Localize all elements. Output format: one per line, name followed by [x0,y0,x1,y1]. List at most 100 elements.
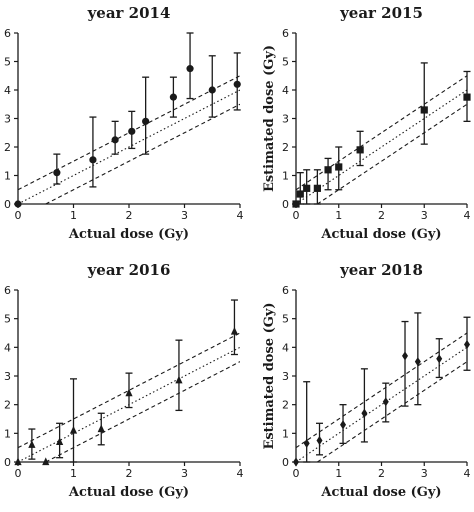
data-point [42,457,50,466]
data-point [142,117,150,125]
data-point [169,93,177,101]
data-point [382,397,389,407]
upper-dashed-line [296,332,467,449]
y-tick-label: 2 [282,141,289,154]
upper-dashed-line [296,75,467,191]
data-point [402,351,409,361]
data-point [175,375,183,384]
x-axis-label: Actual dose (Gy) [320,227,441,242]
chart-panel-4: year 2018 0 1 2 3 4 5 6 0 1 2 3 4 Actual dose (Gy) Est… [262,261,471,500]
chart-title: year 2014 [87,4,171,22]
y-tick-label: 2 [4,141,11,154]
data-point [89,156,97,164]
data-point [316,435,323,446]
y-tick-label: 6 [282,284,289,297]
data-point [97,424,105,433]
lower-dashed-line [45,361,240,462]
y-tick-label: 5 [282,313,289,326]
x-tick-label: 1 [335,209,342,222]
data-point [69,425,78,434]
data-point [14,457,22,466]
data-point [436,354,443,364]
x-axis-label: Actual dose (Gy) [68,227,189,242]
y-tick-label: 4 [282,341,289,354]
x-tick-label: 2 [126,209,133,222]
x-tick-label: 3 [181,467,188,480]
data-point [296,190,304,198]
data-point [335,163,343,171]
y-tick-label: 1 [282,427,289,440]
x-tick-label: 2 [378,467,385,480]
x-tick-label: 1 [70,467,77,480]
y-tick-label: 4 [4,84,11,97]
x-tick-label: 3 [421,209,428,222]
data-point [230,326,239,335]
chart-title: year 2018 [339,261,423,279]
y-tick-label: 0 [282,198,289,211]
x-tick-label: 3 [421,467,428,480]
data-point [356,146,364,154]
x-tick-label: 3 [181,209,188,222]
data-point [463,93,471,101]
x-tick-label: 4 [237,467,244,480]
reference-lines [296,75,467,204]
x-axis-label: Actual dose (Gy) [68,485,189,500]
x-tick-label: 4 [464,467,471,480]
data-point [125,388,133,397]
data-point [292,200,300,208]
lower-dashed-line [317,361,467,462]
data-point [313,184,321,192]
reference-lines [296,332,467,462]
y-tick-label: 1 [4,170,11,183]
y-tick-label: 6 [4,27,11,40]
x-tick-label: 1 [70,209,77,222]
identity-dotted-line [18,89,240,204]
x-tick-label: 1 [335,467,342,480]
data-point [186,65,194,73]
data-point [361,408,368,418]
data-point [53,169,61,177]
identity-dotted-line [296,89,467,204]
y-tick-label: 5 [4,313,11,326]
data-point [303,438,310,448]
data-point [128,127,136,135]
y-tick-label: 5 [282,56,289,69]
x-tick-label: 4 [464,209,471,222]
y-tick-label: 6 [282,27,289,40]
y-tick-label: 0 [4,456,11,469]
y-tick-label: 5 [4,56,11,69]
x-tick-label: 2 [126,467,133,480]
x-tick-label: 0 [293,209,300,222]
y-tick-label: 2 [4,399,11,412]
x-tick-label: 0 [15,467,22,480]
y-axis-label: Estimated dose (Gy) [262,302,277,449]
data-point [14,200,22,208]
y-tick-label: 3 [4,370,11,383]
y-tick-label: 0 [282,456,289,469]
y-tick-label: 3 [4,113,11,126]
y-axis-label: Estimated dose (Gy) [262,45,277,192]
data-point [464,339,470,350]
data-point [293,457,299,467]
chart-panel-2: year 2015 0 1 2 3 4 5 6 0 1 2 3 4 Actual dose (Gy) Est… [262,4,471,242]
data-point [420,106,428,114]
x-axis-label: Actual dose (Gy) [320,485,441,500]
x-tick-label: 0 [293,467,300,480]
lower-dashed-line [45,103,240,204]
x-tick-label: 0 [15,209,22,222]
y-tick-label: 0 [4,198,11,211]
data-point [340,420,347,430]
data-point [324,166,332,174]
y-tick-label: 4 [282,84,289,97]
x-tick-label: 4 [237,209,244,222]
y-tick-label: 3 [282,113,289,126]
data-point [303,184,311,192]
y-tick-label: 1 [282,170,289,183]
lower-dashed-line [317,103,467,204]
data-point [414,357,421,367]
identity-dotted-line [296,346,467,462]
y-tick-label: 2 [282,399,289,412]
chart-title: year 2015 [339,4,423,22]
